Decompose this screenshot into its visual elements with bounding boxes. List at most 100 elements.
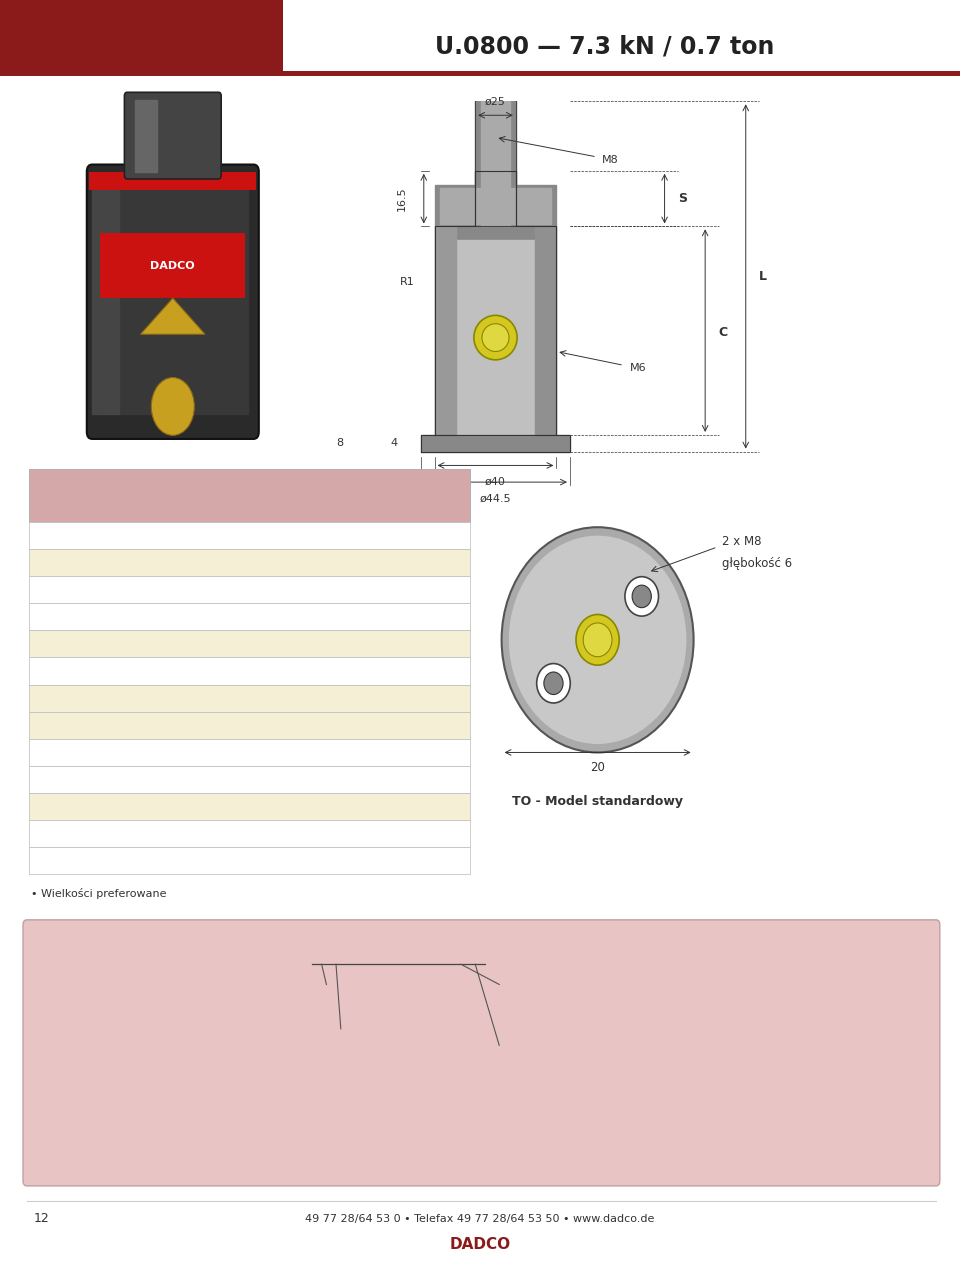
Text: 64: 64 [331, 666, 346, 677]
Text: 12.5: 12.5 [237, 557, 262, 568]
Text: 82: 82 [331, 720, 346, 730]
Text: 81.6: 81.6 [415, 639, 440, 649]
Text: 24.8: 24.8 [237, 639, 262, 649]
Text: ø40: ø40 [485, 476, 506, 487]
Polygon shape [92, 179, 119, 413]
Text: mm: mm [239, 502, 260, 512]
Circle shape [509, 536, 686, 744]
Text: U.0800.125: U.0800.125 [36, 855, 108, 865]
Text: TO = Model standardowy. W razie braku oznaczenia: TO = Model standardowy. W razie braku oz… [71, 1044, 342, 1054]
Text: 32: 32 [243, 666, 256, 677]
Text: 42: 42 [331, 531, 346, 541]
Text: wyspecyfikowania zostanie dostarczona: wyspecyfikowania zostanie dostarczona [504, 1081, 727, 1091]
Bar [89, 172, 256, 190]
Text: 157: 157 [327, 855, 349, 865]
Circle shape [576, 614, 619, 665]
Text: 132: 132 [327, 829, 349, 839]
Text: R1: R1 [400, 277, 415, 288]
Polygon shape [140, 298, 205, 334]
Text: 64: 64 [420, 585, 434, 594]
Text: C: C [719, 326, 728, 338]
Text: • U.0800.080: • U.0800.080 [36, 802, 111, 811]
Text: 192: 192 [417, 802, 438, 811]
Text: 16: 16 [243, 585, 256, 594]
Text: U.0800.032: U.0800.032 [36, 666, 108, 677]
Text: 96: 96 [420, 666, 434, 677]
Text: ø44.5: ø44.5 [480, 493, 512, 503]
Text: 69.5: 69.5 [326, 693, 350, 703]
Text: 94.5: 94.5 [326, 748, 350, 758]
Text: 2 x M8: 2 x M8 [722, 535, 762, 547]
Text: 107: 107 [417, 693, 438, 703]
Text: Numer części:: Numer części: [147, 978, 240, 991]
Text: 80: 80 [243, 802, 256, 811]
Text: • U.0800.050: • U.0800.050 [36, 720, 111, 730]
Polygon shape [475, 101, 516, 227]
Text: 50: 50 [243, 720, 256, 730]
Text: U.0800.100: U.0800.100 [36, 829, 108, 839]
Text: 8: 8 [336, 438, 344, 449]
Circle shape [625, 576, 659, 616]
Polygon shape [440, 188, 551, 224]
Text: 19: 19 [243, 612, 256, 622]
Polygon shape [481, 101, 511, 227]
Text: 48: 48 [331, 585, 346, 594]
Text: Opcja mocowania:: Opcja mocowania: [119, 1022, 240, 1035]
Text: S: S [246, 478, 253, 490]
Text: zamówione ze sprężną są dołączane w fabryce.: zamówione ze sprężną są dołączane w fabr… [83, 1097, 330, 1107]
Text: 16.5: 16.5 [397, 186, 407, 210]
Text: głębokość 6: głębokość 6 [722, 557, 793, 570]
Text: 232: 232 [417, 829, 438, 839]
Text: ø25: ø25 [485, 96, 506, 106]
Text: 112: 112 [327, 802, 349, 811]
Text: 12: 12 [34, 1213, 49, 1225]
Text: U.0800.075: U.0800.075 [36, 774, 108, 784]
Text: 182: 182 [417, 774, 438, 784]
Bar [100, 233, 246, 298]
Text: System roboczy:: System roboczy: [504, 1043, 608, 1053]
Text: Brak wyspecyfikowania oznacza: Brak wyspecyfikowania oznacza [504, 998, 684, 1009]
Text: U.0800.010: U.0800.010 [36, 531, 108, 541]
Text: Mocowania 90.19.00500, 90.21.00500, 90.25.00500: Mocowania 90.19.00500, 90.21.00500, 90.2… [70, 1079, 343, 1090]
Polygon shape [106, 179, 248, 413]
Circle shape [537, 664, 570, 703]
Text: U.0800.019: U.0800.019 [36, 612, 108, 622]
Text: Obejmuje serię, model oraz długość skoku: Obejmuje serię, model oraz długość skoku [96, 998, 317, 1009]
Text: S: S [678, 193, 687, 205]
Text: • U.0800.025: • U.0800.025 [36, 639, 111, 649]
Text: ±0.25: ±0.25 [411, 502, 444, 512]
Text: TO - Model standardowy: TO - Model standardowy [512, 794, 684, 807]
Circle shape [482, 323, 509, 351]
Text: 100: 100 [239, 829, 260, 839]
Text: 282: 282 [417, 855, 438, 865]
Text: 57: 57 [420, 557, 434, 568]
Circle shape [501, 527, 693, 753]
Text: DADCO: DADCO [151, 261, 195, 271]
Text: Przykład zamówienia:: Przykład zamówienia: [38, 944, 202, 957]
Polygon shape [435, 227, 557, 435]
Text: 52: 52 [420, 531, 434, 541]
Text: C = sprężyna autonomiczna,: C = sprężyna autonomiczna, [584, 1043, 748, 1053]
Polygon shape [435, 227, 456, 435]
Text: Ciśnienie napełnienia:: Ciśnienie napełnienia: [504, 979, 642, 990]
Text: • U.0800.013: • U.0800.013 [36, 557, 111, 568]
Text: Numer części: Numer części [74, 489, 161, 502]
Text: U.0800 — 7.3 kN / 0.7 ton: U.0800 — 7.3 kN / 0.7 ton [435, 35, 775, 58]
FancyBboxPatch shape [86, 165, 259, 438]
Polygon shape [456, 241, 535, 435]
Text: L: L [423, 478, 431, 490]
Text: 49 77 28/64 53 0 • Telefax 49 77 28/64 53 50 • www.dadco.de: 49 77 28/64 53 0 • Telefax 49 77 28/64 5… [305, 1214, 655, 1224]
Polygon shape [421, 435, 570, 451]
Text: U.0800.063: U.0800.063 [36, 748, 108, 758]
Text: 132: 132 [417, 720, 438, 730]
Text: U.0800.016: U.0800.016 [36, 585, 108, 594]
Text: U.0800.025.TO. C. 150: U.0800.025.TO. C. 150 [315, 944, 482, 957]
Text: sprężyna autonomiczna.: sprężyna autonomiczna. [504, 1100, 640, 1110]
Text: L: L [759, 270, 767, 283]
Text: 157: 157 [417, 748, 438, 758]
Text: 4: 4 [391, 438, 397, 449]
Text: 70: 70 [420, 612, 434, 622]
Text: naciskowe sprężyny gazowe: naciskowe sprężyny gazowe [26, 51, 258, 66]
Circle shape [632, 585, 651, 608]
Text: 75: 75 [243, 774, 256, 784]
